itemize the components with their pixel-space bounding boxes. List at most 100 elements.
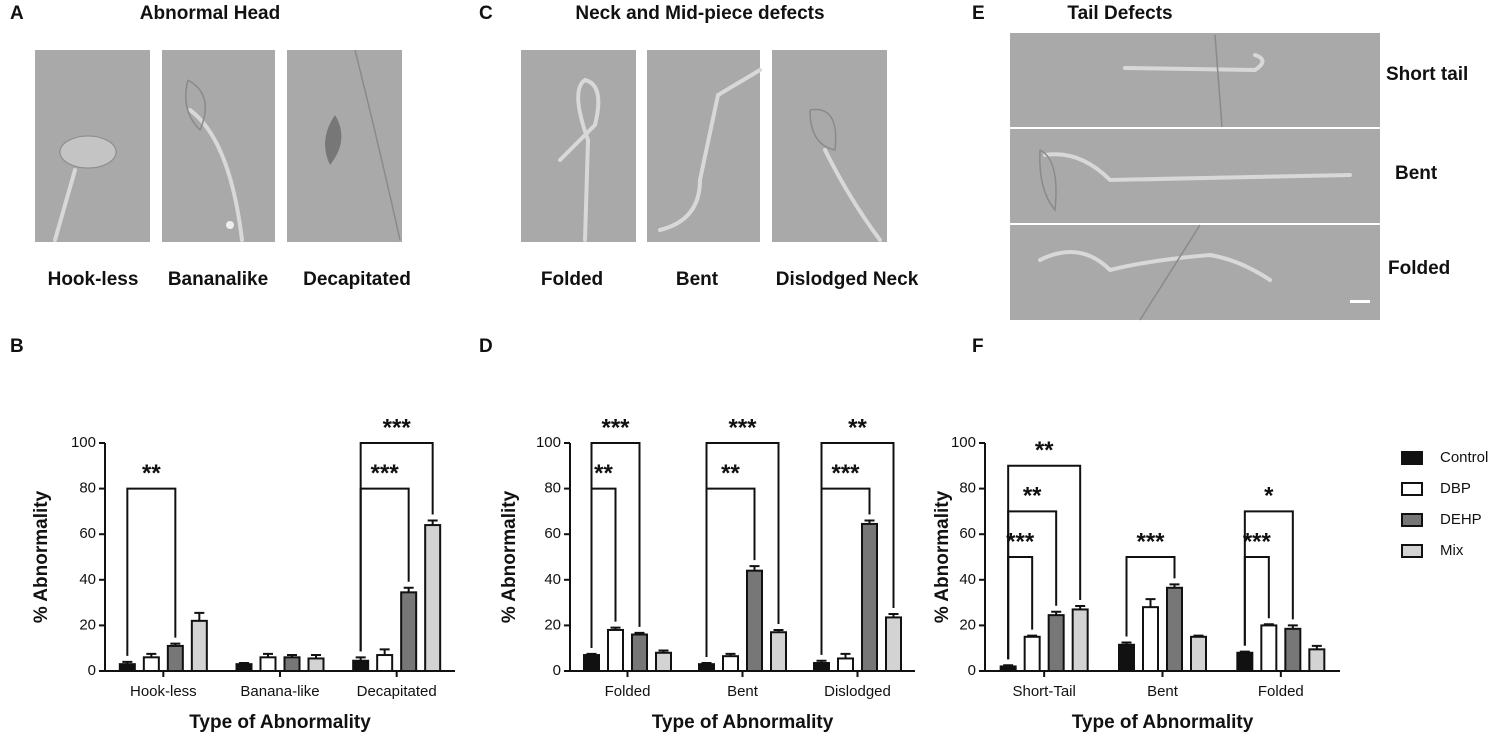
y-tick-label: 100 [536,434,561,451]
panel-title: Neck and Mid-piece defects [575,3,824,24]
micrograph [1010,225,1380,320]
micrograph-group [1010,33,1380,321]
panel-title: Abnormal Head [140,3,280,24]
sperm-tail [188,108,244,242]
y-tick-label: 100 [71,434,96,451]
bar [259,656,277,673]
significance-label: *** [831,460,860,487]
error-bar [1263,623,1274,626]
error-bar [864,519,875,524]
significance-bracket [1125,556,1176,637]
error-bar [1027,634,1038,637]
error-bar [701,662,712,665]
bar [283,656,301,673]
y-axis-label: % Abnormality [31,490,52,623]
micrograph [287,50,402,242]
error-bar [1193,634,1204,637]
bar [607,628,624,673]
error-bar [1287,624,1298,629]
x-tick-label: Decapitated [357,683,437,700]
error-bar [1311,644,1322,650]
y-axis-label: % Abnormality [932,490,953,623]
legend-label: Mix [1440,542,1464,559]
error-bar [634,631,645,635]
error-bar [194,611,205,621]
significance-bracket [590,487,617,648]
bar [1071,608,1089,673]
error-bar [1121,641,1132,645]
significance-label: *** [1243,528,1272,555]
y-tick-label: 60 [544,525,561,542]
y-tick-label: 100 [951,434,976,451]
x-tick-label: Bent [727,683,759,700]
micrograph-group [521,50,887,242]
bar [999,665,1017,673]
significance-label: *** [1006,528,1035,555]
y-tick-label: 20 [544,616,561,633]
error-bar [263,652,273,658]
y-tick-label: 80 [79,480,96,497]
error-bar [840,652,851,659]
bar [400,591,418,673]
significance-bracket [820,442,895,655]
y-tick-label: 20 [959,616,976,633]
significance-bracket [359,442,434,652]
bar [1308,648,1326,673]
sperm-tail [53,168,77,242]
sperm-head [809,108,837,151]
bar [352,659,370,672]
error-bar [725,652,736,657]
significance-label: *** [1136,528,1165,555]
significance-bracket [590,442,641,648]
error-bar [888,613,899,618]
x-tick-label: Banana-like [240,683,319,700]
panel-letter: C [479,3,493,24]
error-bar [122,660,133,665]
panel-letter: D [479,336,493,357]
significance-bracket [1007,464,1082,660]
micrograph [521,50,636,242]
image-caption: Folded [541,269,603,290]
micrograph-group [35,49,402,242]
error-bar [1075,605,1086,610]
error-bar [1169,583,1180,588]
sperm-tail [823,148,882,242]
error-bar [427,519,438,526]
bar [235,663,253,672]
bar [190,619,208,673]
bar [770,631,787,672]
bar [307,657,325,673]
x-tick-label: Short-Tail [1012,683,1075,700]
sperm-head [185,79,207,132]
error-bar [355,656,366,661]
significance-bracket [126,487,177,656]
panel-letter: E [972,3,985,24]
error-bar [773,628,784,633]
sperm-head [59,135,117,169]
significance-label: *** [601,414,630,441]
image-caption: Dislodged Neck [776,269,919,290]
bar [746,569,763,672]
bar [837,657,854,673]
sperm-tail [354,49,401,241]
bar [1236,651,1254,673]
legend-label: Control [1440,449,1488,466]
error-bar [379,648,390,656]
error-bar [1239,650,1250,653]
y-tick-label: 80 [544,480,561,497]
significance-label: ** [142,460,161,487]
x-tick-label: Hook-less [130,683,197,700]
image-caption: Decapitated [303,269,411,290]
x-axis-label: Type of Abnormality [189,712,371,733]
error-bar [749,565,760,571]
bar [166,644,184,672]
bar [1190,635,1207,672]
legend-label: DBP [1440,480,1471,497]
significance-bracket [705,442,780,658]
bar [118,663,136,672]
bar [885,616,902,672]
bar [698,663,715,672]
micrograph [772,50,887,242]
bar [1166,586,1183,673]
